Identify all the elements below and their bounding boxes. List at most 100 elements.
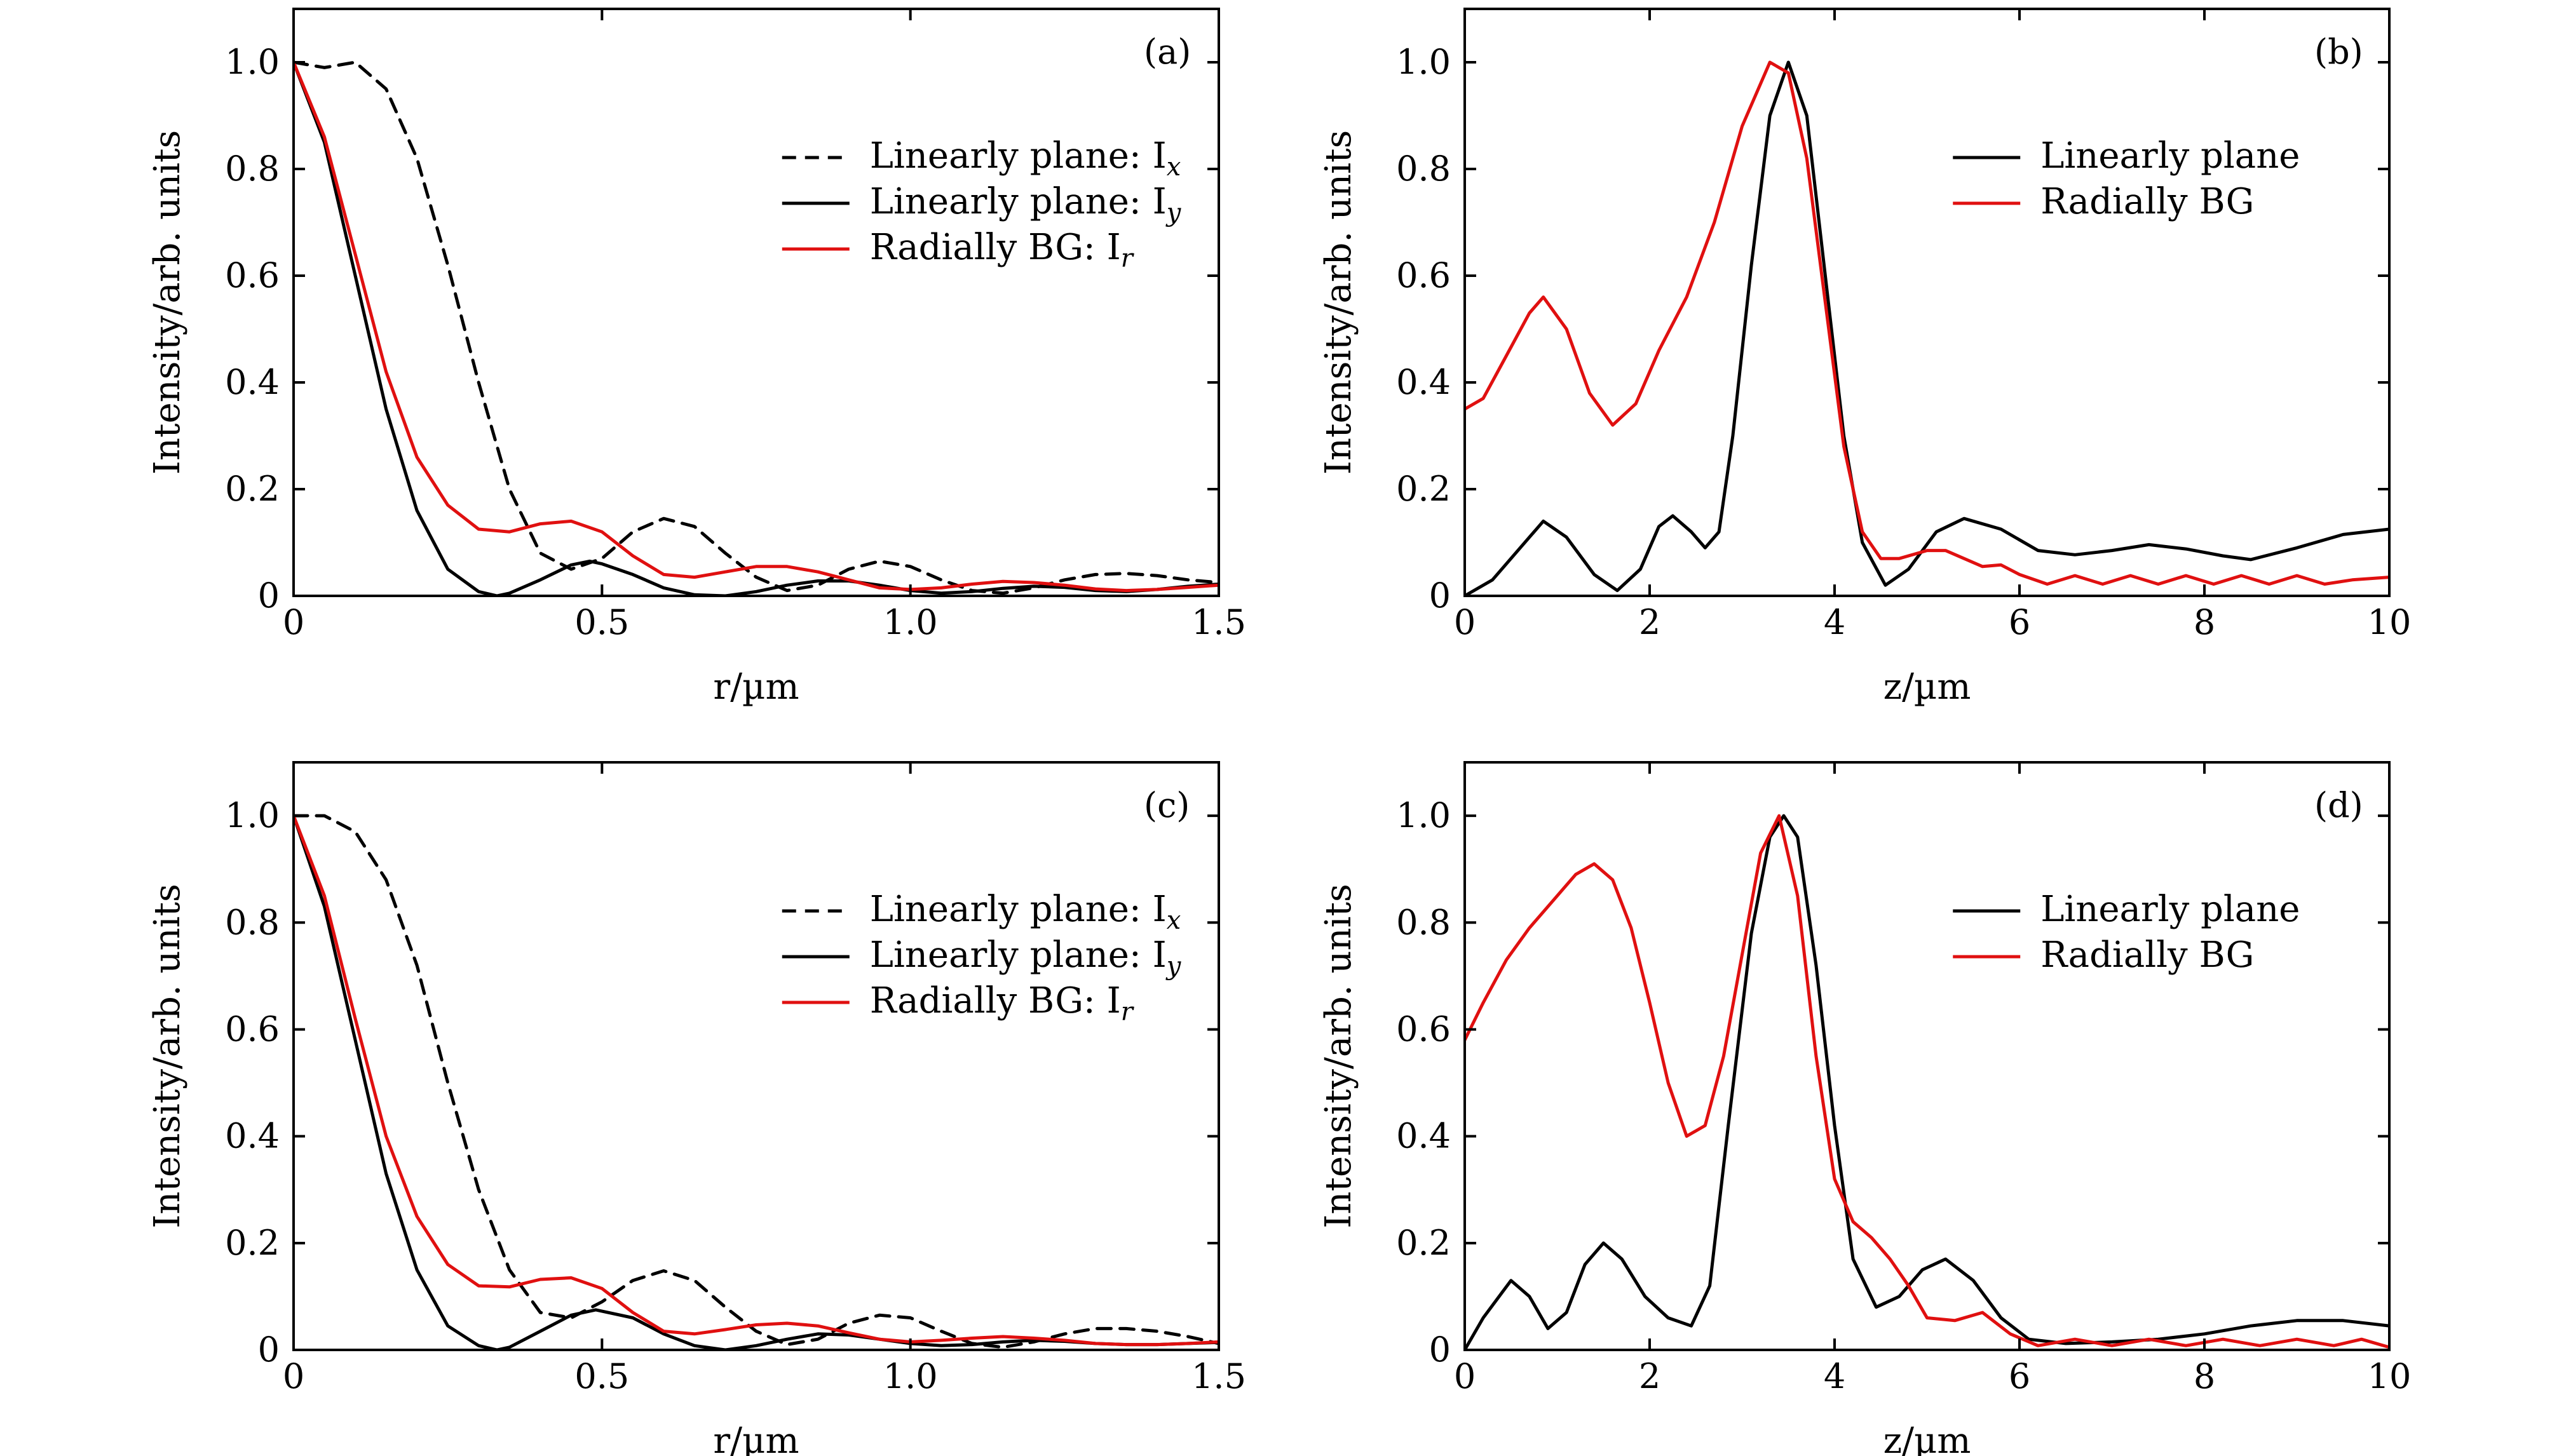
legend-label: Radially BG xyxy=(2040,934,2254,976)
x-tick-label: 1.0 xyxy=(883,602,938,642)
series-line-x xyxy=(294,814,1219,1349)
legend-label-main: Radially BG xyxy=(2040,934,2254,976)
legend-label-main: Linearly plane: I xyxy=(870,181,1167,222)
series-line-0 xyxy=(1465,60,2389,596)
legend-label-main: Linearly plane xyxy=(2040,135,2300,177)
series-group-0 xyxy=(294,60,1219,596)
x-tick-label: 0 xyxy=(283,1356,304,1396)
legend-label-subscript: x xyxy=(1167,152,1181,182)
y-tick-label: 1.0 xyxy=(225,795,280,835)
y-tick-label: 0.6 xyxy=(225,1009,280,1049)
legend-label: Linearly plane: Ix xyxy=(870,889,1181,935)
x-tick-label: 6 xyxy=(2009,1356,2030,1396)
legend-label: Radially BG: Ir xyxy=(870,227,1135,273)
panel-0: 0 0.5 1.0 1.5 0 0.2 0.4 0.6 0.8 1.0 r/µm Intensity/… xyxy=(147,8,1246,708)
legend-label-main: Linearly plane: I xyxy=(870,889,1167,930)
y-tick-label: 0.6 xyxy=(225,255,280,295)
y-tick-label: 0 xyxy=(258,576,280,616)
y-tick-label: 0.2 xyxy=(1396,1223,1451,1263)
legend-label-subscript: y xyxy=(1165,198,1182,227)
x-tick-label: 4 xyxy=(1824,602,1845,642)
y-axis-label: Intensity/arb. units xyxy=(1318,884,1359,1228)
x-tick-label: 2 xyxy=(1639,1356,1660,1396)
x-tick-label: 10 xyxy=(2368,602,2412,642)
legend-label-subscript: r xyxy=(1121,244,1135,273)
x-tick-label: 1.5 xyxy=(1191,602,1246,642)
axes-frame xyxy=(292,8,1220,597)
x-tick-label: 0.5 xyxy=(574,602,629,642)
legend-label-main: Radially BG: I xyxy=(870,227,1121,268)
y-tick-label: 0.8 xyxy=(225,149,280,189)
series-line-0 xyxy=(1465,814,2389,1350)
panel-label: (c) xyxy=(1144,785,1190,825)
legend-label-main: Radially BG xyxy=(2040,181,2254,222)
panel-2: 0 0.5 1.0 1.5 0 0.2 0.4 0.6 0.8 1.0 r/µm Intensity/… xyxy=(147,761,1246,1456)
y-tick-label: 0.2 xyxy=(225,1223,280,1263)
y-tick-label: 0.8 xyxy=(1396,902,1451,942)
x-tick-label: 0 xyxy=(1454,1356,1476,1396)
x-tick-label: 8 xyxy=(2194,602,2215,642)
legend-label-main: Linearly plane: I xyxy=(870,934,1167,976)
legend-label: Linearly plane xyxy=(2040,889,2300,930)
x-tick-label: 0 xyxy=(283,602,304,642)
legend-label-main: Linearly plane xyxy=(2040,889,2300,930)
y-tick-label: 0.2 xyxy=(1396,469,1451,509)
axes-frame xyxy=(1463,761,2391,1351)
legend-label-subscript: y xyxy=(1165,952,1182,981)
x-tick-label: 4 xyxy=(1824,1356,1845,1396)
series-line-r xyxy=(294,60,1219,593)
panel-label: (a) xyxy=(1144,32,1191,72)
x-tick-label: 0.5 xyxy=(574,1356,629,1396)
legend-label-main: Radially BG: I xyxy=(870,980,1121,1021)
y-axis-label: Intensity/arb. units xyxy=(147,884,188,1228)
legend-label-subscript: x xyxy=(1167,906,1181,935)
legend-label: Radially BG: Ir xyxy=(870,980,1135,1027)
y-tick-label: 0.8 xyxy=(1396,149,1451,189)
series-group-3 xyxy=(1465,814,2389,1350)
x-axis-label: r/µm xyxy=(713,666,799,708)
x-tick-label: 1.5 xyxy=(1191,1356,1246,1396)
y-tick-label: 0 xyxy=(258,1330,280,1370)
y-tick-label: 0.6 xyxy=(1396,1009,1451,1049)
axes-frame xyxy=(292,761,1220,1351)
y-tick-label: 1.0 xyxy=(1396,42,1451,82)
series-line-1 xyxy=(1465,60,2389,586)
legend-label: Linearly plane: Ix xyxy=(870,135,1181,182)
y-tick-label: 1.0 xyxy=(225,42,280,82)
series-group-1 xyxy=(1465,60,2389,596)
y-tick-label: 0 xyxy=(1429,1330,1451,1370)
x-tick-label: 2 xyxy=(1639,602,1660,642)
legend-label: Linearly plane: Iy xyxy=(870,934,1182,981)
y-axis-label: Intensity/arb. units xyxy=(147,130,188,475)
series-line-y xyxy=(294,60,1219,596)
y-tick-label: 0.4 xyxy=(1396,362,1451,402)
legend-label-main: Linearly plane: I xyxy=(870,135,1167,177)
series-line-1 xyxy=(1465,814,2389,1349)
legend-label-subscript: r xyxy=(1121,997,1135,1027)
legend-label: Radially BG xyxy=(2040,181,2254,222)
legend-label: Linearly plane xyxy=(2040,135,2300,177)
y-tick-label: 0.4 xyxy=(225,362,280,402)
y-tick-label: 0.4 xyxy=(1396,1116,1451,1156)
panel-label: (d) xyxy=(2314,785,2363,825)
panel-1: 0 2 4 6 8 10 0 0.2 0.4 0.6 0.8 1.0 z/µm Intensity/arb… xyxy=(1318,8,2412,708)
series-group-2 xyxy=(294,814,1219,1350)
x-tick-label: 1.0 xyxy=(883,1356,938,1396)
panel-label: (b) xyxy=(2314,32,2363,72)
x-tick-label: 0 xyxy=(1454,602,1476,642)
y-tick-label: 0.8 xyxy=(225,902,280,942)
y-tick-label: 0.4 xyxy=(225,1116,280,1156)
y-tick-label: 0 xyxy=(1429,576,1451,616)
x-axis-label: z/µm xyxy=(1883,1420,1971,1456)
x-tick-label: 8 xyxy=(2194,1356,2215,1396)
y-tick-label: 0.6 xyxy=(1396,255,1451,295)
x-axis-label: r/µm xyxy=(713,1420,799,1456)
panel-3: 0 2 4 6 8 10 0 0.2 0.4 0.6 0.8 1.0 z/µm Intensity/arb… xyxy=(1318,761,2412,1456)
x-axis-label: z/µm xyxy=(1883,666,1971,708)
x-tick-label: 6 xyxy=(2009,602,2030,642)
y-tick-label: 0.2 xyxy=(225,469,280,509)
y-axis-label: Intensity/arb. units xyxy=(1318,130,1359,475)
y-tick-label: 1.0 xyxy=(1396,795,1451,835)
x-tick-label: 10 xyxy=(2368,1356,2412,1396)
